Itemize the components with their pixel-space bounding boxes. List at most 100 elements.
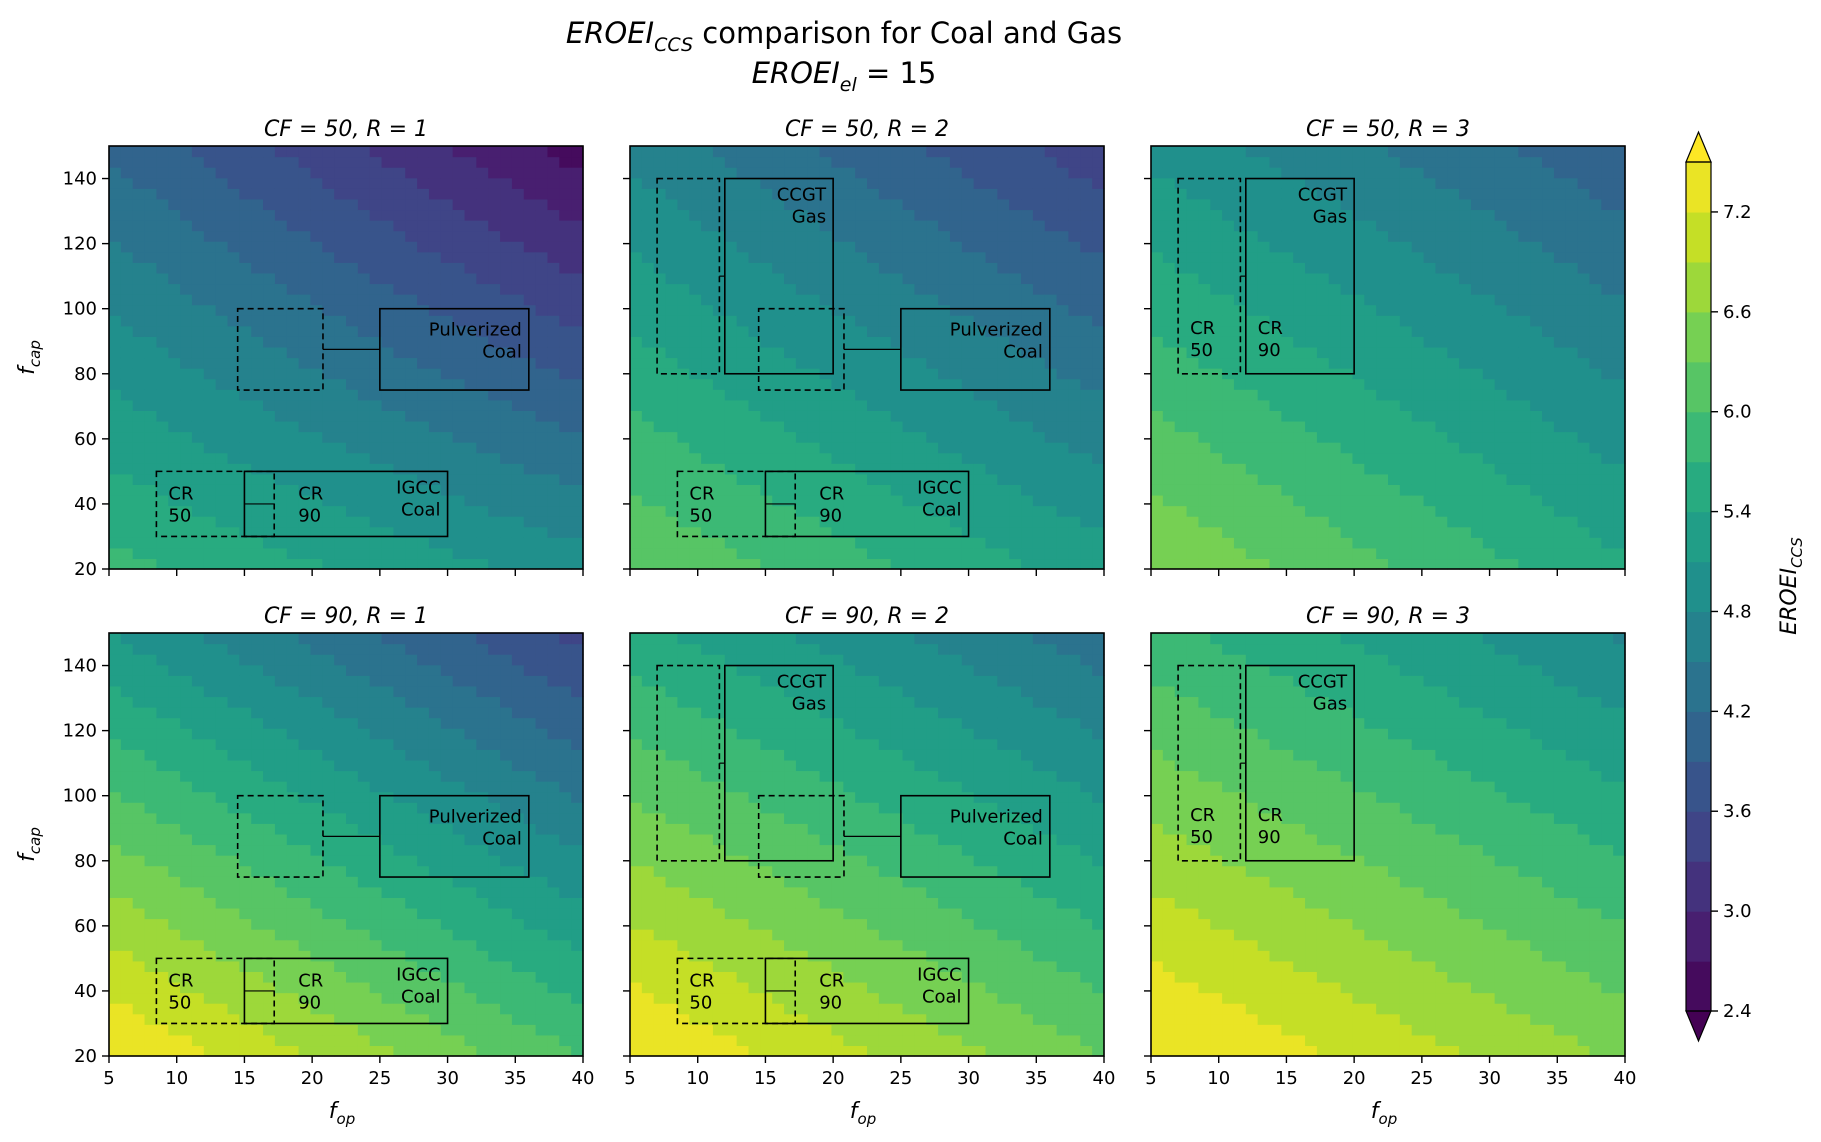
heatmap-cell (369, 304, 383, 316)
heatmap-cell (191, 420, 205, 433)
heatmap-cell (203, 315, 217, 327)
heatmap-cell (630, 188, 643, 200)
heatmap-cell (665, 262, 678, 274)
heatmap-cell (405, 526, 418, 538)
heatmap-cell (1009, 167, 1022, 179)
heatmap-cell (120, 209, 134, 221)
heatmap-cell (428, 188, 442, 200)
heatmap-cell (298, 304, 312, 316)
heatmap-cell (1352, 304, 1365, 316)
heatmap-cell (1530, 346, 1543, 359)
heatmap-cell (689, 177, 702, 189)
heatmap-cell (878, 241, 892, 253)
heatmap-cell (1589, 146, 1602, 158)
heatmap-cell (1328, 357, 1342, 369)
heatmap-cell (1589, 167, 1602, 179)
heatmap-cell (890, 220, 904, 232)
heatmap-cell (120, 399, 134, 411)
heatmap-cell (701, 452, 714, 464)
heatmap-cell (1210, 547, 1223, 560)
heatmap-cell (500, 167, 513, 179)
heatmap-cell (428, 177, 442, 189)
heatmap-cell (867, 473, 880, 485)
heatmap-cell (239, 410, 252, 422)
heatmap-cell (1044, 378, 1058, 390)
heatmap-cell (973, 230, 987, 242)
heatmap-cell (1162, 220, 1176, 232)
heatmap-cell (973, 368, 987, 380)
heatmap-cell (215, 336, 229, 348)
heatmap-cell (843, 410, 856, 422)
heatmap-cell (1151, 463, 1164, 475)
heatmap-cell (926, 325, 939, 337)
heatmap-cell (180, 230, 193, 242)
heatmap-cell (215, 251, 229, 263)
heatmap-cell (807, 473, 821, 485)
heatmap-cell (1411, 547, 1425, 560)
heatmap-cell (203, 505, 217, 517)
heatmap-cell (120, 537, 134, 549)
heatmap-cell (1506, 177, 1519, 189)
heatmap-cell (1388, 230, 1401, 242)
heatmap-cell (689, 283, 702, 295)
heatmap-cell (405, 294, 418, 306)
heatmap-cell (677, 346, 690, 359)
heatmap-cell (1364, 389, 1377, 401)
heatmap-cell (191, 442, 205, 454)
heatmap-cell (511, 177, 525, 189)
heatmap-cell (677, 420, 690, 433)
heatmap-cell (855, 558, 868, 570)
heatmap-cell (239, 516, 252, 528)
heatmap-cell (523, 262, 537, 274)
heatmap-cell (1577, 463, 1591, 475)
heatmap-cell (949, 494, 963, 507)
heatmap-cell (191, 304, 205, 316)
heatmap-cell (405, 283, 418, 295)
heatmap-cell (736, 198, 750, 211)
heatmap-cell (488, 188, 501, 200)
heatmap-cell (571, 399, 584, 411)
heatmap-cell (357, 336, 371, 348)
heatmap-cell (1009, 315, 1022, 327)
heatmap-cell (831, 262, 844, 274)
heatmap-cell (677, 463, 690, 475)
heatmap-cell (748, 251, 761, 263)
heatmap-cell (476, 146, 489, 158)
heatmap-cell (1352, 473, 1365, 485)
heatmap-cell (132, 865, 146, 877)
heatmap-cell (902, 241, 915, 253)
heatmap-cell (310, 336, 323, 348)
heatmap-cell (440, 177, 454, 189)
heatmap-cell (973, 209, 987, 221)
heatmap-cell (1411, 399, 1425, 411)
heatmap-cell (239, 304, 252, 316)
heatmap-cell (997, 452, 1010, 464)
heatmap-cell (535, 283, 549, 295)
heatmap-cell (1482, 473, 1496, 485)
heatmap-cell (914, 294, 927, 306)
heatmap-cell (1174, 410, 1188, 422)
heatmap-cell (1352, 558, 1365, 570)
heatmap-cell (1021, 177, 1034, 189)
heatmap-cell (1068, 526, 1081, 538)
heatmap-cell (381, 537, 394, 549)
panel-title: CF = 50, R = 1 (264, 117, 428, 142)
heatmap-cell (369, 167, 383, 179)
heatmap-cell (855, 473, 868, 485)
heatmap-cell (997, 304, 1010, 316)
heatmap-cell (1399, 156, 1413, 168)
heatmap-cell (511, 241, 525, 253)
heatmap-cell (807, 410, 821, 422)
heatmap-cell (997, 378, 1010, 390)
heatmap-cell (1162, 484, 1176, 496)
heatmap-cell (1530, 473, 1543, 485)
heatmap-cell (286, 198, 300, 211)
heatmap-cell (1316, 177, 1330, 189)
heatmap-cell (938, 505, 951, 517)
heatmap-cell (653, 177, 667, 189)
heatmap-cell (1553, 325, 1567, 337)
heatmap-cell (274, 505, 288, 517)
heatmap-cell (890, 452, 904, 464)
heatmap-cell (795, 156, 809, 168)
heatmap-cell (274, 167, 288, 179)
